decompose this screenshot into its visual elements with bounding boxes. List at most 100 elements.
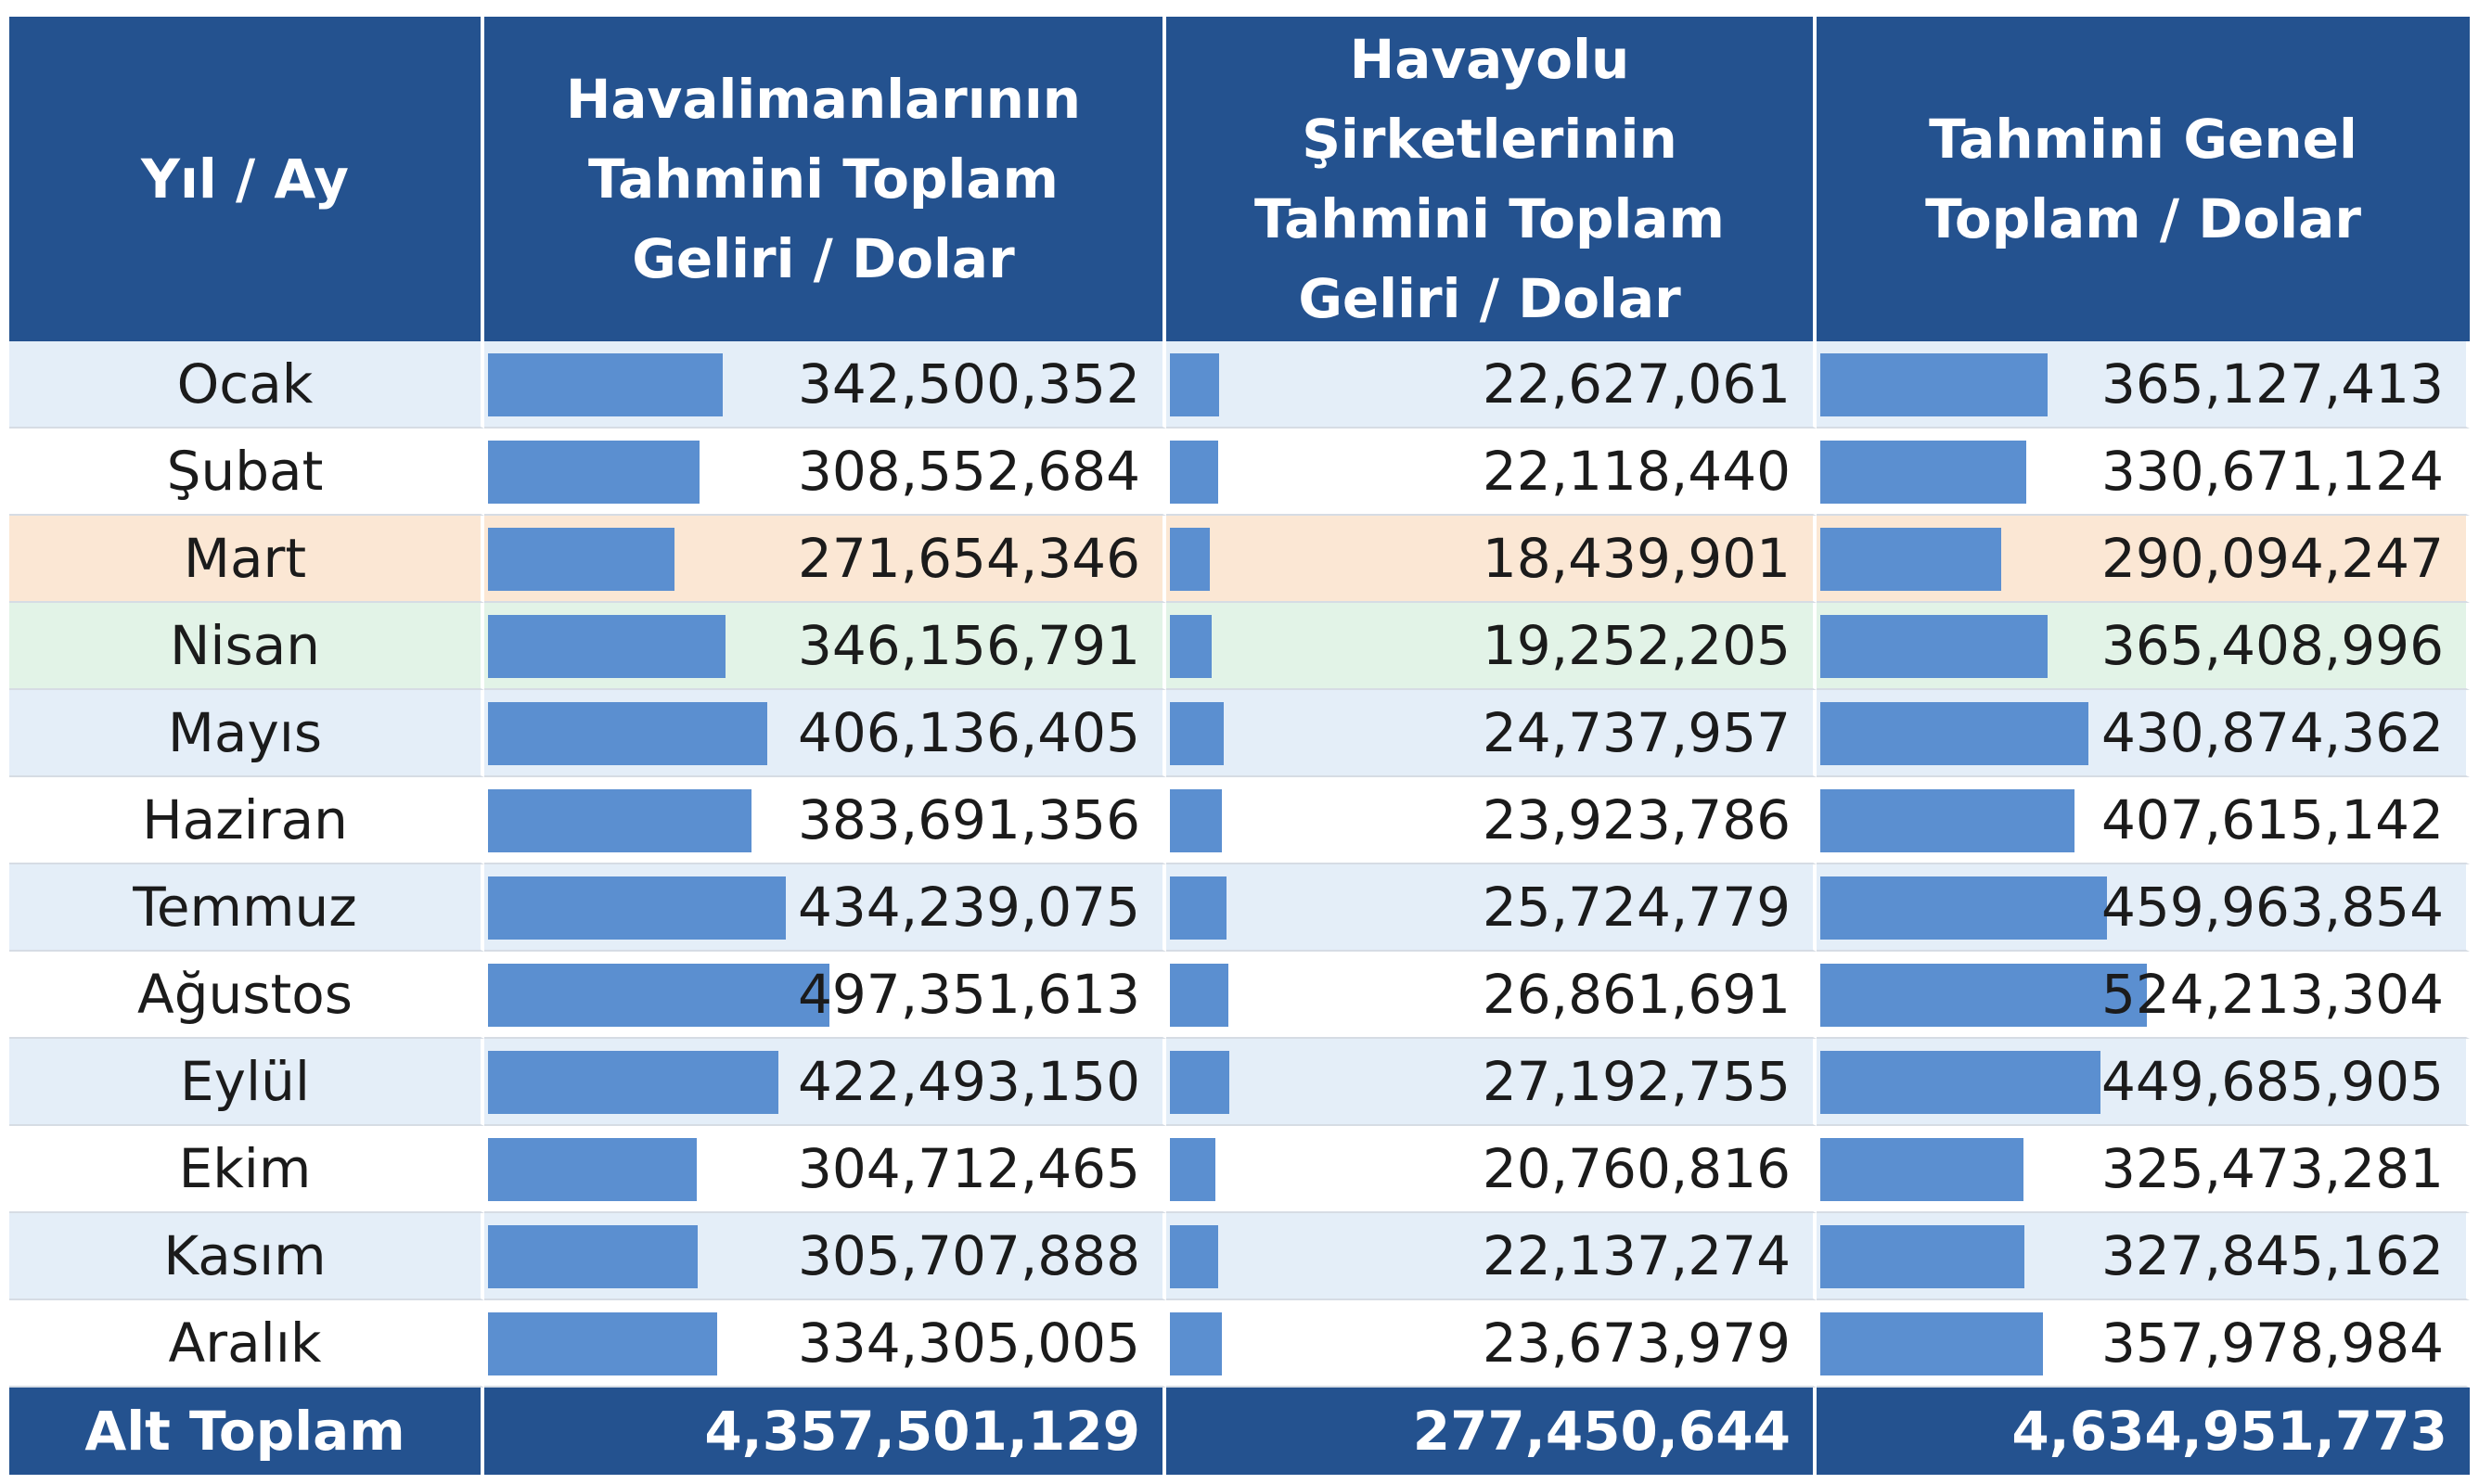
- value-cell: 290,094,247: [1817, 516, 2470, 603]
- month-label: Mayıs: [9, 690, 484, 777]
- value-label: 406,136,405: [798, 701, 1140, 764]
- value-label: 459,963,854: [2101, 876, 2444, 939]
- data-bar: [488, 702, 767, 765]
- month-label: Nisan: [9, 603, 484, 690]
- total-value: 277,450,644: [1166, 1388, 1817, 1475]
- value-cell: 449,685,905: [1817, 1039, 2470, 1126]
- data-bar: [488, 1051, 778, 1114]
- value-label: 18,439,901: [1482, 527, 1791, 590]
- value-label: 434,239,075: [798, 876, 1140, 939]
- value-label: 325,473,281: [2101, 1137, 2444, 1200]
- month-label: Eylül: [9, 1039, 484, 1126]
- value-label: 290,094,247: [2101, 527, 2444, 590]
- data-bar: [1820, 876, 2107, 940]
- data-bar: [1820, 964, 2147, 1027]
- value-label: 422,493,150: [798, 1050, 1140, 1113]
- total-value: 4,634,951,773: [1817, 1388, 2470, 1475]
- month-label: Aralık: [9, 1300, 484, 1388]
- value-label: 330,671,124: [2101, 440, 2444, 503]
- value-cell: 23,923,786: [1166, 777, 1817, 864]
- data-bar: [488, 528, 674, 591]
- month-label: Ocak: [9, 341, 484, 429]
- data-bar: [1820, 441, 2026, 504]
- month-label: Şubat: [9, 429, 484, 516]
- revenue-table: Yıl / Ay Havalimanlarının Tahmini Toplam …: [9, 17, 2470, 1475]
- value-cell: 346,156,791: [484, 603, 1166, 690]
- value-label: 342,500,352: [798, 352, 1140, 416]
- value-label: 23,923,786: [1482, 788, 1791, 851]
- data-bar: [1170, 441, 1218, 504]
- month-label: Temmuz: [9, 864, 484, 952]
- value-label: 304,712,465: [798, 1137, 1140, 1200]
- data-bar: [1170, 1138, 1215, 1201]
- total-label: Alt Toplam: [9, 1388, 484, 1475]
- value-cell: 365,127,413: [1817, 341, 2470, 429]
- data-bar: [488, 1138, 697, 1201]
- value-label: 27,192,755: [1482, 1050, 1791, 1113]
- value-cell: 434,239,075: [484, 864, 1166, 952]
- value-cell: 23,673,979: [1166, 1300, 1817, 1388]
- value-cell: 342,500,352: [484, 341, 1166, 429]
- value-label: 327,845,162: [2101, 1224, 2444, 1287]
- value-label: 23,673,979: [1482, 1311, 1791, 1375]
- data-bar: [1820, 528, 2001, 591]
- value-cell: 459,963,854: [1817, 864, 2470, 952]
- value-cell: 271,654,346: [484, 516, 1166, 603]
- value-label: 271,654,346: [798, 527, 1140, 590]
- data-bar: [488, 353, 723, 416]
- value-cell: 26,861,691: [1166, 952, 1817, 1039]
- month-label: Ekim: [9, 1126, 484, 1213]
- data-bar: [1170, 528, 1210, 591]
- value-label: 365,127,413: [2101, 352, 2444, 416]
- month-label: Ağustos: [9, 952, 484, 1039]
- data-bar: [1170, 789, 1222, 852]
- data-bar: [1170, 353, 1219, 416]
- data-bar: [1170, 876, 1227, 940]
- value-cell: 524,213,304: [1817, 952, 2470, 1039]
- data-bar: [1170, 964, 1228, 1027]
- value-cell: 308,552,684: [484, 429, 1166, 516]
- value-label: 430,874,362: [2101, 701, 2444, 764]
- value-cell: 25,724,779: [1166, 864, 1817, 952]
- value-label: 22,137,274: [1482, 1224, 1791, 1287]
- data-bar: [1820, 353, 2048, 416]
- value-cell: 22,137,274: [1166, 1213, 1817, 1300]
- data-bar: [488, 964, 829, 1027]
- column-header-3: Tahmini Genel Toplam / Dolar: [1817, 17, 2470, 341]
- value-label: 26,861,691: [1482, 963, 1791, 1026]
- data-bar: [1170, 1312, 1222, 1375]
- value-label: 20,760,816: [1482, 1137, 1791, 1200]
- value-label: 22,627,061: [1482, 352, 1791, 416]
- value-cell: 357,978,984: [1817, 1300, 2470, 1388]
- data-bar: [1820, 1138, 2023, 1201]
- value-cell: 27,192,755: [1166, 1039, 1817, 1126]
- value-label: 24,737,957: [1482, 701, 1791, 764]
- value-label: 524,213,304: [2101, 963, 2444, 1026]
- column-header-0: Yıl / Ay: [9, 17, 484, 341]
- value-cell: 365,408,996: [1817, 603, 2470, 690]
- data-bar: [1820, 1312, 2043, 1375]
- value-label: 449,685,905: [2101, 1050, 2444, 1113]
- total-value: 4,357,501,129: [484, 1388, 1166, 1475]
- value-label: 407,615,142: [2101, 788, 2444, 851]
- data-bar: [1170, 702, 1224, 765]
- value-cell: 383,691,356: [484, 777, 1166, 864]
- value-cell: 330,671,124: [1817, 429, 2470, 516]
- value-cell: 325,473,281: [1817, 1126, 2470, 1213]
- value-cell: 305,707,888: [484, 1213, 1166, 1300]
- value-cell: 18,439,901: [1166, 516, 1817, 603]
- month-label: Mart: [9, 516, 484, 603]
- value-cell: 430,874,362: [1817, 690, 2470, 777]
- value-label: 497,351,613: [798, 963, 1140, 1026]
- value-label: 19,252,205: [1482, 614, 1791, 677]
- data-bar: [1820, 789, 2074, 852]
- value-cell: 304,712,465: [484, 1126, 1166, 1213]
- column-header-1: Havalimanlarının Tahmini Toplam Geliri /…: [484, 17, 1166, 341]
- month-label: Haziran: [9, 777, 484, 864]
- value-cell: 497,351,613: [484, 952, 1166, 1039]
- value-label: 308,552,684: [798, 440, 1140, 503]
- data-bar: [488, 1312, 717, 1375]
- value-label: 365,408,996: [2101, 614, 2444, 677]
- value-label: 25,724,779: [1482, 876, 1791, 939]
- column-header-2: Havayolu Şirketlerinin Tahmini Toplam Ge…: [1166, 17, 1817, 341]
